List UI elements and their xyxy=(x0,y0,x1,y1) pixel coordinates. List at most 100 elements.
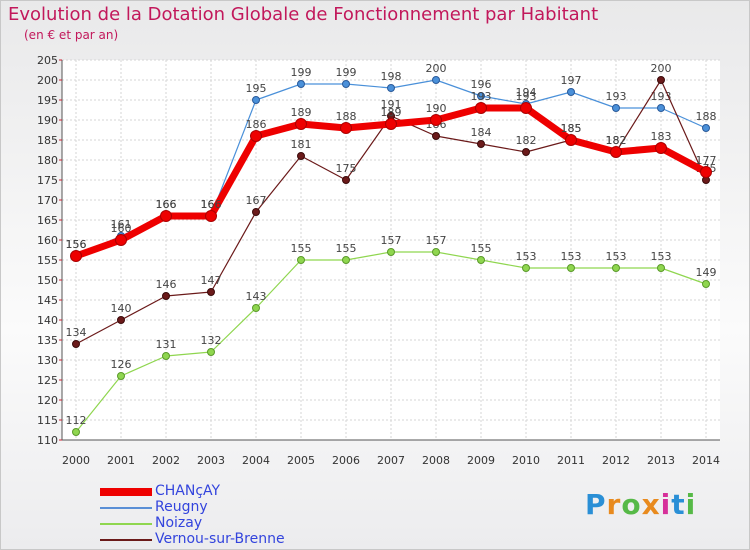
chart-subtitle: (en € et par an) xyxy=(24,28,119,42)
data-label: 157 xyxy=(381,234,402,247)
data-point xyxy=(657,104,665,112)
logo-letter: o xyxy=(621,488,642,521)
data-point xyxy=(477,140,485,148)
data-point xyxy=(342,176,350,184)
x-tick-label: 2011 xyxy=(557,454,585,467)
y-tick-label: 205 xyxy=(37,54,58,67)
x-tick-label: 2005 xyxy=(287,454,315,467)
x-tick-label: 2002 xyxy=(152,454,180,467)
data-point xyxy=(252,208,260,216)
legend-label: Vernou-sur-Brenne xyxy=(155,531,285,547)
data-point xyxy=(117,316,125,324)
data-label: 185 xyxy=(561,122,582,135)
data-label: 194 xyxy=(516,86,537,99)
data-label: 166 xyxy=(156,198,177,211)
data-label: 195 xyxy=(246,82,267,95)
data-point xyxy=(657,264,665,272)
data-label: 193 xyxy=(651,90,672,103)
data-point xyxy=(477,256,485,264)
logo-letter: i xyxy=(660,488,672,521)
y-tick-label: 135 xyxy=(37,334,58,347)
data-point xyxy=(610,146,622,158)
data-label: 149 xyxy=(696,266,717,279)
data-label: 155 xyxy=(336,242,357,255)
data-point xyxy=(612,264,620,272)
data-point xyxy=(612,104,620,112)
x-tick-label: 2004 xyxy=(242,454,270,467)
data-label: 185 xyxy=(561,122,582,135)
data-point xyxy=(297,256,305,264)
data-point xyxy=(340,122,352,134)
y-tick-label: 140 xyxy=(37,314,58,327)
data-point xyxy=(250,130,262,142)
y-tick-label: 170 xyxy=(37,194,58,207)
data-point xyxy=(565,134,577,146)
x-tick-label: 2003 xyxy=(197,454,225,467)
series-chan-ay: 156 160 166 166 186 189 188 189 190 193 193 185 182 1… xyxy=(66,90,717,262)
data-label: 191 xyxy=(381,98,402,111)
data-label: 189 xyxy=(381,106,402,119)
data-label: 200 xyxy=(651,62,672,75)
x-tick-label: 2010 xyxy=(512,454,540,467)
series-noizay: 112 126 131 132 143 155 155 157 157 155 153 153 153 1… xyxy=(66,234,717,436)
data-label: 126 xyxy=(111,358,132,371)
data-point xyxy=(342,80,350,88)
data-point xyxy=(477,92,485,100)
data-label: 175 xyxy=(336,162,357,175)
data-point xyxy=(115,234,127,246)
data-label: 153 xyxy=(561,250,582,263)
data-label: 182 xyxy=(606,134,627,147)
x-tick-label: 2006 xyxy=(332,454,360,467)
data-point xyxy=(430,114,442,126)
data-point xyxy=(162,292,170,300)
data-point xyxy=(72,428,80,436)
y-tick-label: 190 xyxy=(37,114,58,127)
data-point xyxy=(297,152,305,160)
data-label: 193 xyxy=(471,90,492,103)
data-label: 188 xyxy=(336,110,357,123)
data-label: 161 xyxy=(111,218,132,231)
data-label: 186 xyxy=(246,118,267,131)
data-point xyxy=(160,210,172,222)
data-label: 177 xyxy=(696,154,717,167)
data-point xyxy=(162,352,170,360)
data-label: 189 xyxy=(291,106,312,119)
data-label: 131 xyxy=(156,338,177,351)
data-label: 155 xyxy=(291,242,312,255)
y-tick-label: 165 xyxy=(37,214,58,227)
data-label: 200 xyxy=(426,62,447,75)
y-tick-label: 130 xyxy=(37,354,58,367)
y-tick-label: 125 xyxy=(37,374,58,387)
data-point xyxy=(207,288,215,296)
x-tick-label: 2001 xyxy=(107,454,135,467)
x-tick-label: 2013 xyxy=(647,454,675,467)
data-point xyxy=(432,248,440,256)
legend-swatch xyxy=(100,523,152,525)
y-tick-label: 145 xyxy=(37,294,58,307)
proxiti-logo: Proxiti xyxy=(585,488,696,521)
x-tick-label: 2012 xyxy=(602,454,630,467)
logo-letter: t xyxy=(671,488,686,521)
data-label: 140 xyxy=(111,302,132,315)
data-label: 167 xyxy=(246,194,267,207)
data-point xyxy=(475,102,487,114)
data-label: 199 xyxy=(336,66,357,79)
data-label: 196 xyxy=(471,78,492,91)
data-point xyxy=(205,210,217,222)
logo-letter: r xyxy=(606,488,622,521)
y-tick-label: 195 xyxy=(37,94,58,107)
data-point xyxy=(387,84,395,92)
data-point xyxy=(342,256,350,264)
legend-swatch xyxy=(100,488,152,496)
x-tick-label: 2014 xyxy=(692,454,720,467)
y-tick-label: 120 xyxy=(37,394,58,407)
data-point xyxy=(252,304,260,312)
y-tick-label: 160 xyxy=(37,234,58,247)
data-point xyxy=(702,124,710,132)
data-label: 181 xyxy=(291,138,312,151)
data-label: 182 xyxy=(516,134,537,147)
legend-label: CHANçAY xyxy=(155,483,221,499)
y-tick-label: 180 xyxy=(37,154,58,167)
y-tick-label: 175 xyxy=(37,174,58,187)
data-label: 166 xyxy=(156,198,177,211)
